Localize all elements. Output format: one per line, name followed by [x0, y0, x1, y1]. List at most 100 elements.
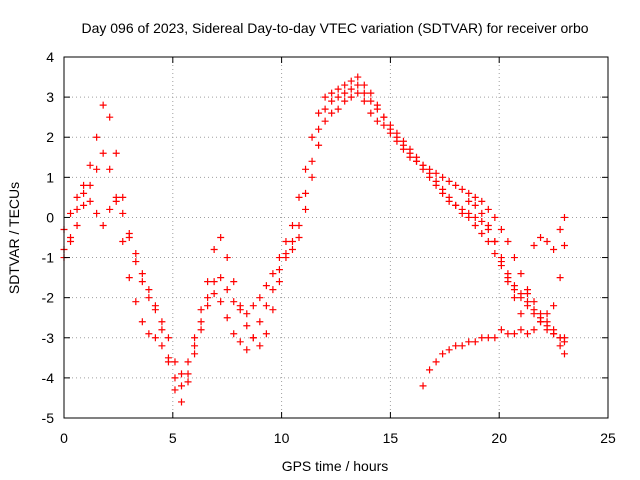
data-point: [151, 306, 159, 314]
x-tick-label: 0: [60, 430, 68, 446]
data-point: [484, 238, 492, 246]
data-point: [73, 221, 81, 229]
data-point: [367, 97, 375, 105]
data-point: [517, 310, 525, 318]
data-point: [315, 125, 323, 133]
data-point: [530, 298, 538, 306]
x-axis-label: GPS time / hours: [282, 458, 389, 474]
data-point: [360, 97, 368, 105]
data-point: [93, 133, 101, 141]
data-point: [321, 105, 329, 113]
data-point: [439, 173, 447, 181]
data-point: [471, 213, 479, 221]
data-point: [386, 121, 394, 129]
data-point: [491, 250, 499, 258]
data-point: [269, 286, 277, 294]
data-point: [419, 382, 427, 390]
data-point: [354, 89, 362, 97]
data-point: [132, 298, 140, 306]
data-point: [158, 318, 166, 326]
data-point: [504, 330, 512, 338]
data-point: [347, 85, 355, 93]
data-point: [171, 386, 179, 394]
data-point: [80, 201, 88, 209]
data-point: [445, 193, 453, 201]
data-point: [497, 258, 505, 266]
data-point: [426, 169, 434, 177]
data-point: [99, 101, 107, 109]
data-point: [484, 205, 492, 213]
data-point: [145, 330, 153, 338]
data-point: [249, 334, 257, 342]
data-point: [125, 274, 133, 282]
data-point: [504, 238, 512, 246]
data-point: [380, 113, 388, 121]
data-point: [262, 302, 270, 310]
data-point: [204, 302, 212, 310]
data-point: [445, 346, 453, 354]
data-point: [184, 378, 192, 386]
data-point: [471, 338, 479, 346]
axis-ticks: [63, 56, 609, 419]
data-point: [537, 318, 545, 326]
data-point: [386, 129, 394, 137]
data-point: [354, 81, 362, 89]
data-point: [230, 330, 238, 338]
data-point: [282, 250, 290, 258]
data-point: [67, 234, 75, 241]
data-point: [478, 209, 486, 217]
data-point: [99, 221, 107, 229]
data-point: [151, 334, 159, 342]
data-point: [223, 314, 231, 322]
data-point: [458, 185, 466, 193]
data-point: [556, 342, 564, 350]
data-point: [432, 177, 440, 185]
data-point: [543, 326, 551, 334]
data-point: [145, 294, 153, 302]
series-track-4: [419, 242, 568, 390]
data-point: [262, 330, 270, 338]
data-point: [210, 246, 218, 254]
data-point: [86, 181, 94, 189]
data-point: [556, 274, 564, 282]
data-point: [543, 310, 551, 318]
y-axis-label: SDTVAR / TECUs: [6, 182, 22, 294]
data-point: [210, 278, 218, 286]
data-point: [413, 153, 421, 161]
data-point: [497, 326, 505, 334]
data-point: [334, 93, 342, 101]
data-point: [204, 294, 212, 302]
data-point: [256, 342, 264, 350]
data-point: [315, 109, 323, 117]
data-point: [399, 137, 407, 145]
data-point: [256, 294, 264, 302]
data-point: [138, 270, 146, 278]
data-point: [321, 117, 329, 125]
data-point: [530, 326, 538, 334]
x-tick-label: 15: [383, 430, 399, 446]
data-point: [367, 89, 375, 97]
data-point: [373, 105, 381, 113]
data-point: [452, 201, 460, 209]
data-point: [328, 89, 336, 97]
data-point: [275, 266, 283, 274]
data-point: [178, 398, 186, 406]
data-point: [465, 213, 473, 221]
data-point: [360, 89, 368, 97]
data-point: [230, 278, 238, 286]
data-point: [497, 225, 505, 233]
data-point: [458, 342, 466, 350]
data-point: [158, 342, 166, 350]
data-point: [243, 322, 251, 330]
data-point: [510, 294, 518, 302]
data-point: [236, 302, 244, 310]
data-point: [530, 242, 538, 250]
data-point: [380, 121, 388, 129]
data-point: [217, 298, 225, 306]
data-point: [217, 274, 225, 282]
data-point: [478, 229, 486, 237]
data-point: [308, 133, 316, 141]
data-point: [191, 334, 199, 342]
data-point: [478, 334, 486, 342]
